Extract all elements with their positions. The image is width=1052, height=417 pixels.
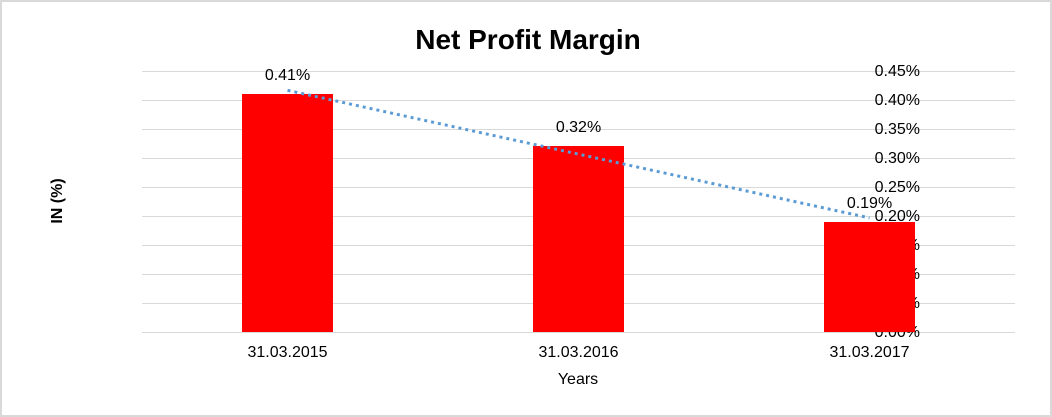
y-axis-title: IN (%) bbox=[49, 178, 66, 224]
x-tick-label: 31.03.2015 bbox=[247, 344, 328, 361]
data-label: 0.19% bbox=[846, 194, 893, 212]
x-tick-label: 31.03.2016 bbox=[538, 344, 619, 361]
chart-title: Net Profit Margin bbox=[415, 24, 641, 55]
gridline bbox=[142, 332, 1015, 333]
y-tick-label: 0.25% bbox=[874, 178, 920, 196]
data-label: 0.32% bbox=[555, 119, 602, 137]
y-tick-label: 0.45% bbox=[874, 62, 920, 80]
data-label: 0.41% bbox=[264, 67, 311, 85]
x-tick-label: 31.03.2017 bbox=[829, 344, 910, 361]
y-tick-label: 0.20% bbox=[874, 207, 920, 225]
y-tick-label: 0.40% bbox=[874, 91, 920, 109]
y-tick-label: 0.30% bbox=[874, 149, 920, 167]
bar bbox=[533, 146, 624, 332]
bar bbox=[242, 94, 333, 332]
x-axis-title: Years bbox=[557, 371, 599, 388]
gridline bbox=[142, 71, 1015, 72]
bar bbox=[824, 221, 915, 332]
y-tick-label: 0.35% bbox=[874, 120, 920, 138]
